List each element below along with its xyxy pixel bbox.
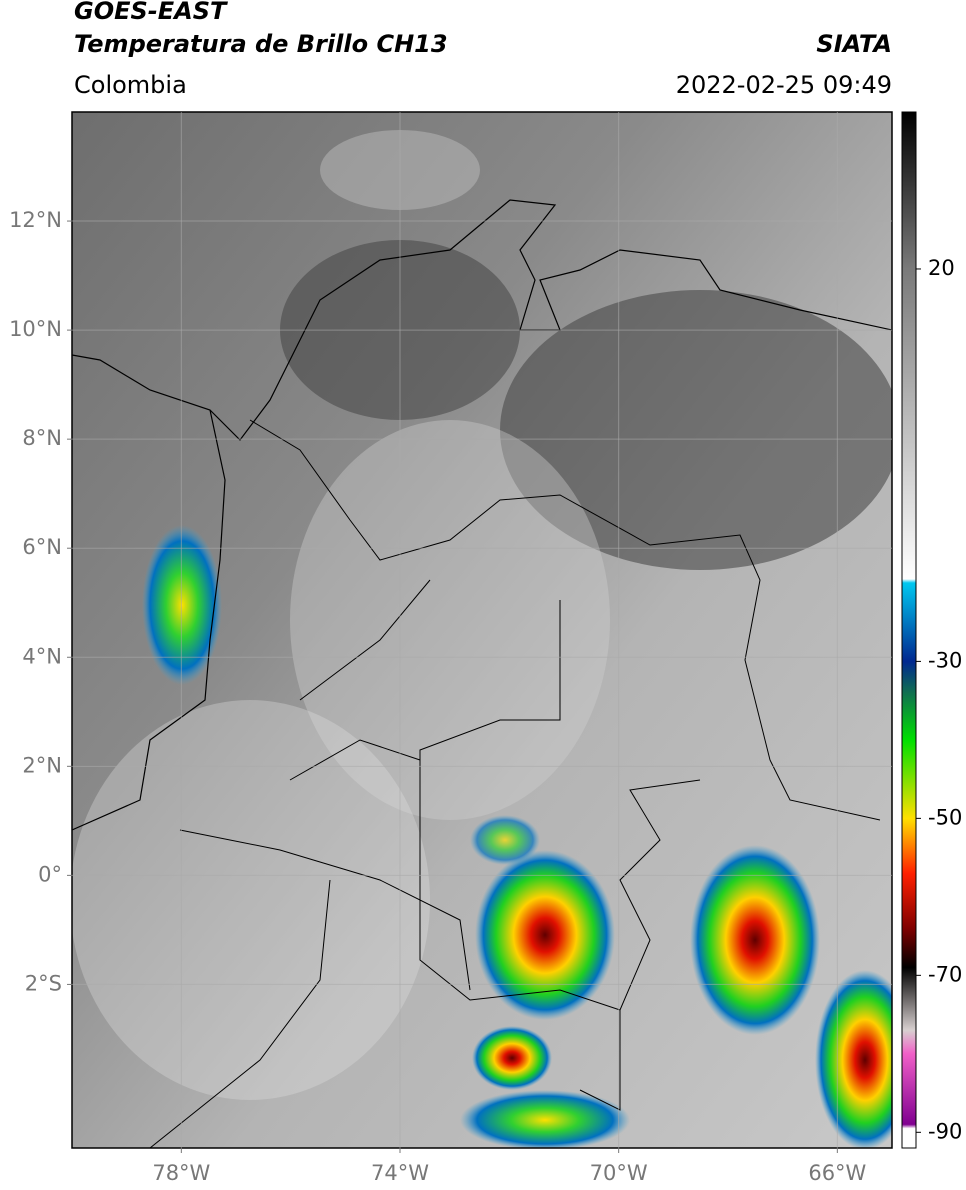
lat-tick-label: 2°N: [22, 753, 62, 777]
lon-tick-label: 74°W: [371, 1161, 429, 1185]
datetime: 2022-02-25 09:49: [676, 71, 892, 99]
lat-tick-label: 0°: [38, 862, 62, 886]
colorbar-tick-label: -30: [928, 648, 962, 672]
colorbar: [901, 111, 917, 1149]
colorbar-tick-label: -50: [928, 805, 962, 829]
lat-tick-label: 8°N: [22, 426, 62, 450]
source: SIATA: [816, 30, 892, 58]
lon-tick-label: 70°W: [590, 1161, 648, 1185]
subtitle: Temperatura de Brillo CH13: [74, 30, 448, 58]
lon-tick-label: 78°W: [152, 1161, 210, 1185]
map-frame: [71, 111, 893, 1149]
region: Colombia: [74, 71, 187, 99]
colorbar-tick-label: 20: [928, 256, 955, 280]
lat-tick-label: 2°S: [25, 971, 62, 995]
lat-tick-label: 12°N: [9, 208, 62, 232]
lat-tick-label: 6°N: [22, 535, 62, 559]
colorbar-tick-label: -70: [928, 962, 962, 986]
lat-tick-label: 10°N: [9, 317, 62, 341]
lon-tick-label: 66°W: [808, 1161, 866, 1185]
satellite-image: [72, 112, 892, 1148]
title: GOES-EAST: [74, 0, 228, 25]
lat-tick-label: 4°N: [22, 644, 62, 668]
colorbar-tick-label: -90: [928, 1119, 962, 1143]
